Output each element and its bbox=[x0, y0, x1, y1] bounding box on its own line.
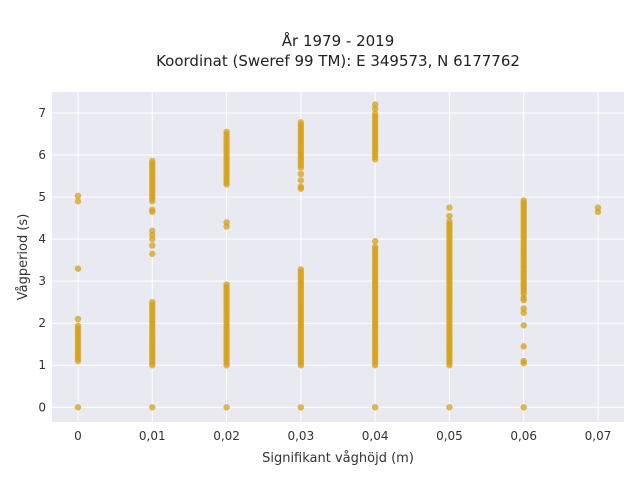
data-point bbox=[223, 128, 230, 136]
y-tick-label: 4 bbox=[38, 232, 46, 246]
y-axis-label: Vågperiod (s) bbox=[16, 214, 31, 301]
y-tick-label: 2 bbox=[38, 316, 46, 330]
x-axis-label: Signifikant våghöjd (m) bbox=[262, 451, 414, 466]
data-point bbox=[149, 404, 156, 411]
y-tick-label: 1 bbox=[38, 358, 46, 372]
data-points bbox=[74, 101, 602, 411]
y-tick-label: 3 bbox=[38, 274, 46, 288]
data-point bbox=[297, 404, 305, 411]
data-point bbox=[520, 357, 527, 365]
data-point bbox=[371, 243, 379, 250]
data-point bbox=[520, 404, 527, 411]
data-point bbox=[149, 227, 156, 234]
data-point bbox=[149, 242, 156, 249]
y-tick-label: 7 bbox=[38, 106, 46, 120]
chart-title-line-1: År 1979 - 2019 bbox=[282, 31, 395, 50]
data-point bbox=[520, 322, 527, 329]
data-point bbox=[446, 404, 453, 411]
data-point bbox=[223, 181, 230, 188]
data-point bbox=[223, 404, 230, 411]
data-point bbox=[297, 119, 305, 126]
data-point bbox=[371, 404, 379, 411]
x-tick-label: 0,06 bbox=[510, 429, 537, 443]
x-tick-label: 0,03 bbox=[287, 429, 314, 443]
data-point bbox=[371, 101, 379, 108]
y-tick-label: 6 bbox=[38, 148, 46, 162]
data-point bbox=[594, 204, 602, 211]
data-point bbox=[74, 198, 82, 205]
data-point bbox=[74, 265, 82, 272]
y-tick-label: 0 bbox=[38, 400, 46, 414]
x-tick-label: 0,05 bbox=[436, 429, 463, 443]
x-axis-ticks: 0 0,01 0,02 0,03 0,04 0,05 0,06 0,07 bbox=[74, 429, 611, 443]
data-point bbox=[446, 218, 453, 225]
data-point bbox=[223, 219, 230, 226]
y-tick-label: 5 bbox=[38, 190, 46, 204]
data-point bbox=[223, 281, 230, 288]
plot-area bbox=[52, 92, 624, 422]
data-point bbox=[149, 157, 156, 165]
data-point bbox=[520, 343, 527, 350]
data-point bbox=[446, 204, 453, 211]
data-point bbox=[74, 322, 82, 329]
data-point bbox=[74, 404, 82, 411]
data-point bbox=[371, 110, 379, 118]
x-tick-label: 0,02 bbox=[213, 429, 240, 443]
x-tick-label: 0,04 bbox=[362, 429, 389, 443]
chart-title-line-2: Koordinat (Sweref 99 TM): E 349573, N 61… bbox=[156, 52, 520, 70]
data-point bbox=[520, 294, 527, 302]
y-axis-ticks: 0 1 2 3 4 5 6 7 bbox=[38, 106, 46, 414]
data-point bbox=[297, 266, 305, 273]
data-point bbox=[149, 206, 156, 213]
data-point bbox=[149, 250, 156, 258]
x-tick-label: 0,01 bbox=[139, 429, 166, 443]
data-point bbox=[297, 177, 305, 184]
data-point bbox=[520, 305, 527, 312]
data-point bbox=[297, 170, 305, 178]
x-tick-label: 0 bbox=[74, 429, 82, 443]
data-point bbox=[297, 183, 305, 190]
x-tick-label: 0,07 bbox=[585, 429, 612, 443]
data-point bbox=[371, 238, 379, 245]
data-point bbox=[74, 315, 82, 323]
data-point bbox=[446, 212, 453, 220]
data-point bbox=[149, 298, 156, 306]
data-point bbox=[520, 197, 527, 204]
data-point bbox=[74, 192, 82, 200]
